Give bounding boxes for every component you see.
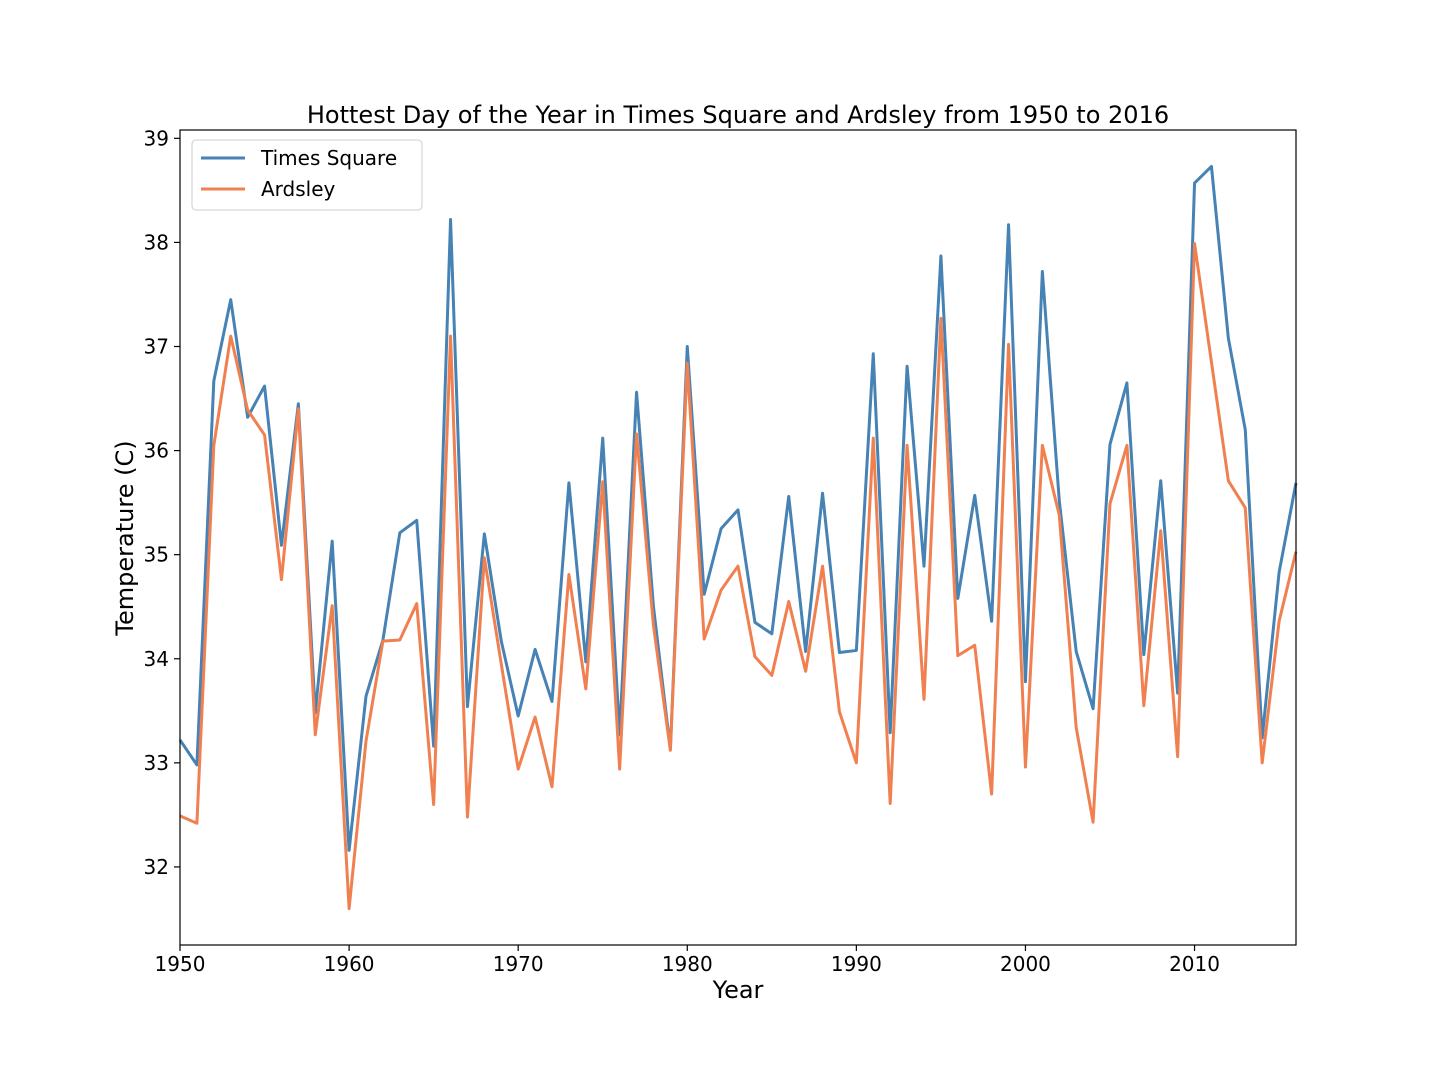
y-tick-label: 35	[144, 543, 169, 567]
y-axis: 32 33 34 35 36 37 38 39	[144, 126, 180, 879]
legend: Times Square Ardsley	[191, 139, 423, 211]
chart-title: Hottest Day of the Year in Times Square …	[307, 101, 1169, 129]
y-tick-label: 39	[144, 126, 169, 150]
y-tick-label: 33	[144, 751, 169, 775]
x-tick-label: 1990	[831, 952, 882, 976]
plot-frame	[179, 129, 1297, 946]
x-tick-label: 2000	[1000, 952, 1051, 976]
x-tick-label: 1980	[662, 952, 713, 976]
y-tick-label: 38	[144, 230, 169, 254]
series-line-ardsley	[179, 241, 1298, 911]
legend-label-times-square: Times Square	[260, 146, 397, 170]
x-tick-label: 1960	[324, 952, 375, 976]
y-tick-label: 32	[144, 855, 169, 879]
x-axis: 1950 1960 1970 1980 1990 2000 2010	[155, 945, 1220, 976]
series-line-times-square	[178, 164, 1298, 852]
y-tick-label: 36	[144, 439, 169, 463]
y-tick-label: 34	[144, 647, 169, 671]
plot-area	[178, 164, 1298, 911]
x-tick-label: 2010	[1169, 952, 1220, 976]
y-axis-label: Temperature (C)	[111, 440, 139, 636]
x-tick-label: 1950	[155, 952, 206, 976]
x-tick-label: 1970	[493, 952, 544, 976]
y-tick-label: 37	[144, 335, 169, 359]
legend-label-ardsley: Ardsley	[261, 177, 336, 201]
x-axis-label: Year	[712, 976, 764, 1004]
legend-box	[191, 139, 423, 211]
